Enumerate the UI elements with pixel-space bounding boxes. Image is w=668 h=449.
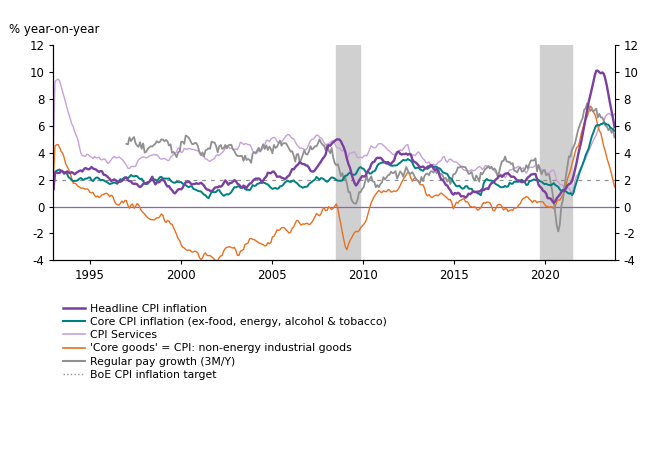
Legend: Headline CPI inflation, Core CPI inflation (ex-food, energy, alcohol & tobacco),: Headline CPI inflation, Core CPI inflati… [59, 299, 391, 384]
Bar [335, 45, 360, 260]
Bar [540, 45, 572, 260]
Text: % year-on-year: % year-on-year [9, 23, 99, 36]
